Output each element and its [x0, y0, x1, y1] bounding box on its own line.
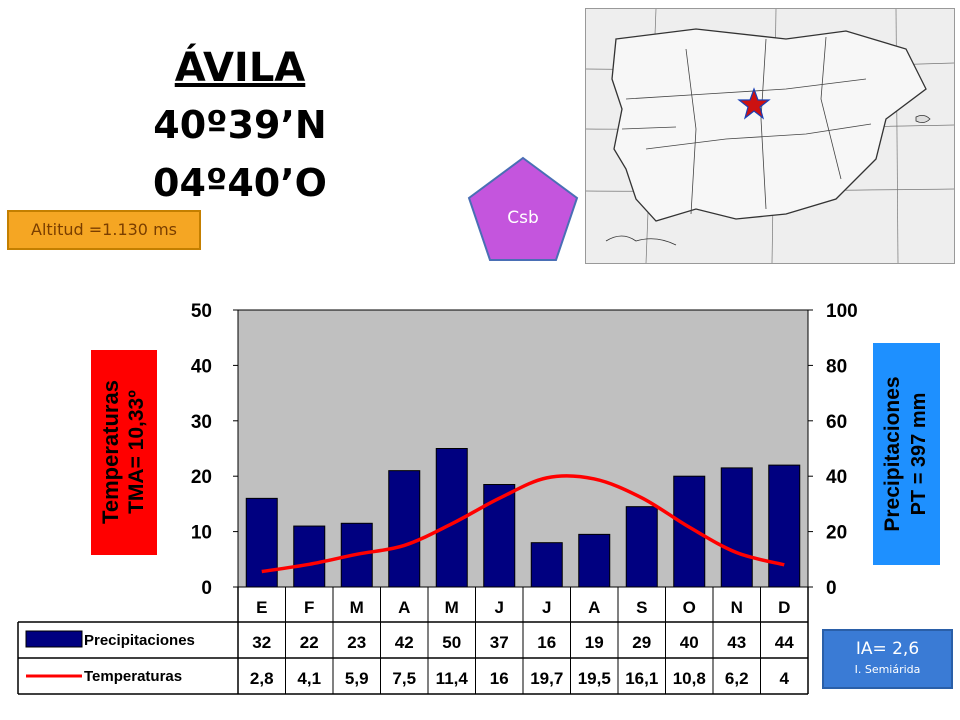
precip-cell: 19: [585, 633, 604, 652]
month-label: M: [350, 598, 364, 617]
temp-cell: 16: [490, 669, 509, 688]
aridity-index-box: IA= 2,6 I. Semiárida: [822, 629, 953, 689]
month-label: S: [636, 598, 647, 617]
precip-cell: 16: [537, 633, 556, 652]
y-right-tick-label: 40: [826, 467, 847, 488]
y-right-tick-label: 0: [826, 578, 837, 599]
precip-cell: 42: [395, 633, 414, 652]
y-left-tick-label: 40: [191, 356, 212, 377]
precip-cell: 22: [300, 633, 319, 652]
month-label: J: [495, 598, 504, 617]
precipitation-bar: [720, 467, 753, 588]
precipitation-bar: [578, 533, 611, 588]
precipitation-axis-label: Precipitaciones PT = 397 mm: [873, 343, 940, 565]
month-label: A: [588, 598, 600, 617]
precipitation-bar: [293, 525, 326, 588]
iberia-map-image: [586, 9, 954, 263]
location-map: [585, 8, 955, 264]
y-right-tick-label: 20: [826, 523, 847, 544]
temperature-axis-title: Temperaturas: [98, 380, 123, 524]
pentagon-shape: [467, 156, 579, 261]
temp-cell: 19,5: [578, 669, 611, 688]
temperature-axis-label: Temperaturas TMA= 10,33º: [91, 350, 157, 555]
temp-cell: 16,1: [625, 669, 658, 688]
precip-cell: 44: [775, 633, 794, 652]
temp-cell: 19,7: [530, 669, 563, 688]
precipitation-total: PT = 397 mm: [908, 392, 930, 516]
precip-cell: 29: [632, 633, 651, 652]
precipitation-bar: [245, 497, 278, 588]
y-left-tick-label: 50: [191, 301, 212, 322]
month-label: M: [445, 598, 459, 617]
temp-cell: 5,9: [345, 669, 369, 688]
month-label: J: [542, 598, 551, 617]
month-label: N: [731, 598, 743, 617]
precip-cell: 23: [347, 633, 366, 652]
precipitation-bar: [483, 484, 516, 588]
precip-cell: 50: [442, 633, 461, 652]
month-label: F: [304, 598, 314, 617]
aridity-category: I. Semiárida: [854, 663, 921, 676]
y-left-tick-label: 30: [191, 412, 212, 433]
temp-cell: 11,4: [436, 669, 469, 688]
legend-temp-label: Temperaturas: [84, 668, 182, 685]
precipitation-bar: [388, 470, 421, 588]
latitude: 40º39’N: [153, 103, 327, 147]
temp-cell: 4: [780, 669, 790, 688]
temp-cell: 10,8: [673, 669, 706, 688]
longitude: 04º40’O: [153, 161, 327, 205]
climograph: 0 10 20 30 40 50 0 20 40 60 80 100 E 32 2,8 F 22 4,1 M 23 5,…: [17, 301, 858, 695]
station-name: ÁVILA: [174, 45, 306, 91]
station-header: ÁVILA 40º39’N 04º40’O: [120, 40, 360, 212]
temperature-line: [261, 474, 785, 574]
month-label: E: [256, 598, 267, 617]
legend-bar-swatch: [25, 630, 83, 648]
precipitation-bar: [530, 542, 563, 588]
y-left-tick-label: 0: [201, 578, 212, 599]
legend-precip-label: Precipitaciones: [84, 632, 195, 649]
y-right-tick-label: 60: [826, 412, 847, 433]
y-left-tick-label: 20: [191, 467, 212, 488]
aridity-index-value: IA= 2,6: [855, 639, 920, 659]
precip-cell: 32: [252, 633, 271, 652]
precip-cell: 40: [680, 633, 699, 652]
climate-type-pentagon: Csb: [467, 156, 579, 262]
y-right-tick-label: 100: [826, 301, 858, 322]
month-label: O: [683, 598, 696, 617]
precipitation-bar: [625, 506, 658, 588]
y-left-tick-label: 10: [191, 523, 212, 544]
altitude-badge: Altitud =1.130 ms: [7, 210, 201, 250]
temp-cell: 7,5: [392, 669, 416, 688]
temperature-mean-annual: TMA= 10,33º: [125, 390, 148, 514]
precipitation-axis-title: Precipitaciones: [881, 376, 904, 532]
climate-type-label: Csb: [507, 208, 539, 228]
temp-cell: 2,8: [250, 669, 274, 688]
precip-cell: 43: [727, 633, 746, 652]
temp-cell: 6,2: [725, 669, 749, 688]
precip-cell: 37: [490, 633, 509, 652]
month-label: A: [398, 598, 410, 617]
month-label: D: [778, 598, 790, 617]
precipitation-bar: [768, 464, 801, 588]
y-right-tick-label: 80: [826, 356, 847, 377]
temp-cell: 4,1: [297, 669, 321, 688]
